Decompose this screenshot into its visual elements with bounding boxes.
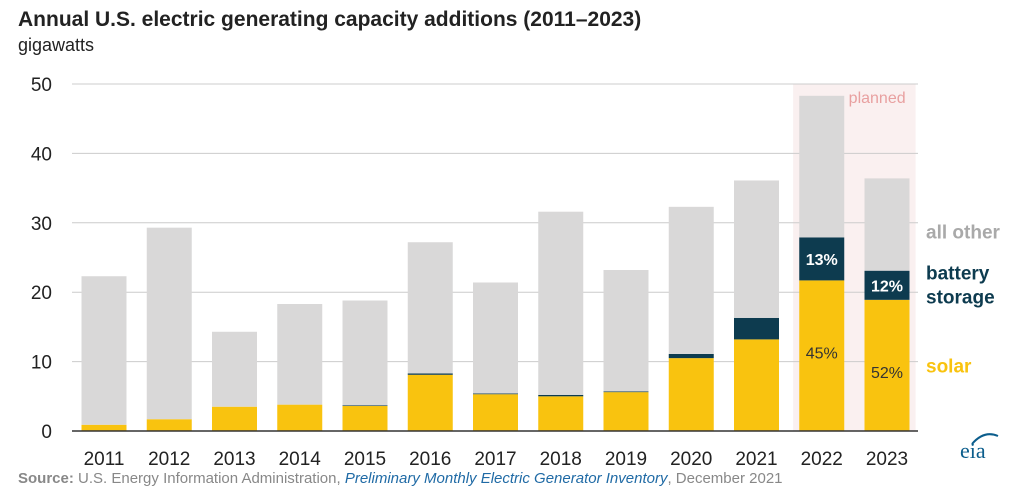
x-tick-label: 2019 [605, 449, 647, 470]
bar-solar [538, 396, 584, 431]
x-tick-label: 2015 [344, 449, 386, 470]
eia-logo: eia [958, 428, 1002, 466]
x-tick-label: 2017 [474, 449, 516, 470]
bar-solar [473, 394, 518, 431]
x-tick-label: 2018 [540, 449, 582, 470]
bar-all-other [277, 303, 323, 405]
bar-all-other [538, 211, 584, 395]
bar-all-other [473, 282, 518, 394]
eia-logo-text: eia [960, 438, 986, 463]
bar-battery-storage [342, 405, 388, 407]
bar-solar [734, 339, 779, 431]
data-label: 12% [871, 278, 903, 295]
bar-solar [668, 358, 714, 431]
bar-all-other [407, 242, 453, 374]
bar-battery-storage [799, 237, 845, 281]
legend-label-all-other: all other [926, 222, 1001, 243]
bar-battery-storage [668, 353, 714, 359]
bar-all-other [342, 300, 388, 406]
bar-solar [81, 424, 127, 431]
bar-solar [342, 406, 388, 431]
source-label: Source: [18, 470, 74, 487]
bar-solar [864, 299, 910, 431]
planned-label: planned [849, 90, 906, 107]
y-tick-label: 20 [31, 283, 52, 304]
bar-solar [407, 374, 453, 431]
x-tick-label: 2023 [866, 449, 908, 470]
x-tick-label: 2021 [735, 449, 777, 470]
source-note: Source: U.S. Energy Information Administ… [18, 470, 783, 487]
y-tick-label: 50 [31, 75, 52, 96]
eia-logo-icon [971, 433, 999, 445]
y-tick-label: 0 [41, 422, 52, 443]
legend-label-battery-storage: storage [926, 287, 995, 308]
bar-solar [277, 404, 323, 431]
bar-battery-storage [407, 373, 453, 375]
bar-all-other [212, 331, 257, 407]
source-date: , December 2021 [667, 470, 783, 487]
source-publication-link[interactable]: Preliminary Monthly Electric Generator I… [344, 470, 668, 487]
bar-battery-storage [473, 393, 518, 395]
chart-units: gigawatts [18, 35, 95, 55]
bar-all-other [146, 227, 192, 420]
bar-solar [212, 406, 257, 431]
data-label: 13% [806, 252, 838, 269]
bar-battery-storage [734, 317, 779, 340]
bar-battery-storage [864, 270, 910, 300]
bar-solar [146, 419, 192, 431]
x-tick-label: 2011 [84, 449, 125, 470]
x-tick-label: 2020 [670, 449, 712, 470]
y-tick-label: 10 [31, 353, 52, 374]
x-tick-label: 2012 [148, 449, 190, 470]
y-tick-label: 30 [31, 214, 52, 235]
data-label: 45% [806, 345, 838, 362]
source-org: U.S. Energy Information Administration, [78, 470, 341, 487]
bar-all-other [81, 276, 127, 425]
bar-battery-storage [603, 391, 649, 393]
x-tick-label: 2016 [409, 449, 451, 470]
bar-all-other [734, 180, 779, 318]
x-tick-label: 2013 [213, 449, 255, 470]
y-tick-label: 40 [31, 144, 52, 165]
chart-title: Annual U.S. electric generating capacity… [18, 8, 642, 31]
data-label: 52% [871, 365, 903, 382]
legend-label-solar: solar [926, 356, 972, 377]
bar-solar [603, 392, 649, 431]
legend-label-battery-storage: battery [926, 263, 990, 284]
bar-all-other [799, 95, 845, 238]
bar-all-other [668, 206, 714, 354]
x-tick-label: 2022 [801, 449, 843, 470]
bar-all-other [864, 178, 910, 271]
bar-all-other [603, 269, 649, 392]
bar-solar [799, 280, 845, 431]
bar-battery-storage [538, 394, 584, 397]
x-tick-label: 2014 [279, 449, 322, 470]
